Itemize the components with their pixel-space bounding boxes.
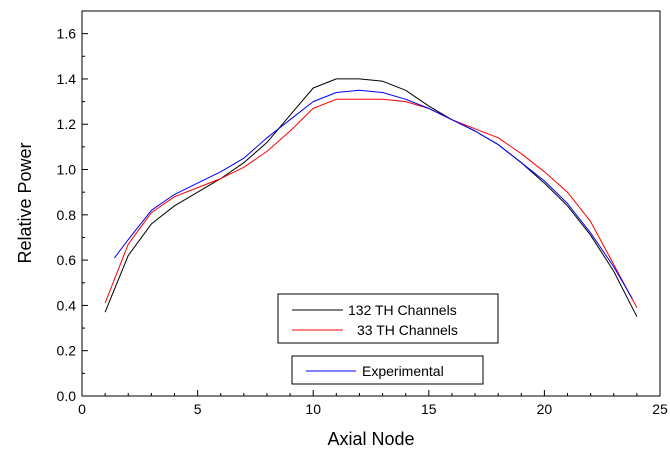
y-tick-label: 0.2 bbox=[57, 343, 77, 359]
legend-label-33: 33 TH Channels bbox=[357, 322, 458, 338]
x-tick-label: 25 bbox=[652, 401, 668, 417]
series-line-3 bbox=[114, 89, 633, 299]
legend-label-experimental: Experimental bbox=[362, 363, 444, 379]
y-tick-label: 1.4 bbox=[57, 71, 77, 87]
y-axis: 0.0 0.2 0.4 0.6 0.8 1.0 1.2 1.4 1.6 bbox=[57, 26, 88, 404]
plot-frame bbox=[81, 10, 661, 397]
x-tick-label: 0 bbox=[78, 401, 86, 417]
legend-top: 132 TH Channels 33 TH Channels bbox=[277, 293, 499, 344]
series-line-2 bbox=[104, 98, 638, 308]
y-tick-label: 0.4 bbox=[57, 297, 77, 313]
x-axis-title: Axial Node bbox=[327, 429, 414, 449]
y-tick-label: 1.6 bbox=[57, 26, 77, 42]
legend-bottom-box bbox=[291, 355, 484, 385]
y-tick-label: 1.2 bbox=[57, 116, 77, 132]
x-axis: 0 5 10 15 20 25 bbox=[78, 390, 668, 417]
y-tick-label: 0.0 bbox=[57, 388, 77, 404]
legend-bottom: Experimental bbox=[291, 355, 484, 385]
x-tick-label: 20 bbox=[537, 401, 553, 417]
series-line-1 bbox=[104, 78, 638, 317]
y-tick-label: 1.0 bbox=[57, 162, 77, 178]
x-tick-label: 15 bbox=[421, 401, 437, 417]
y-axis-title: Relative Power bbox=[15, 142, 35, 263]
y-tick-label: 0.8 bbox=[57, 207, 77, 223]
legend-top-box bbox=[277, 293, 499, 344]
legend-label-132: 132 TH Channels bbox=[348, 302, 457, 318]
x-tick-label: 10 bbox=[305, 401, 321, 417]
series-lines bbox=[104, 78, 638, 317]
x-tick-label: 5 bbox=[194, 401, 202, 417]
y-tick-label: 0.6 bbox=[57, 252, 77, 268]
